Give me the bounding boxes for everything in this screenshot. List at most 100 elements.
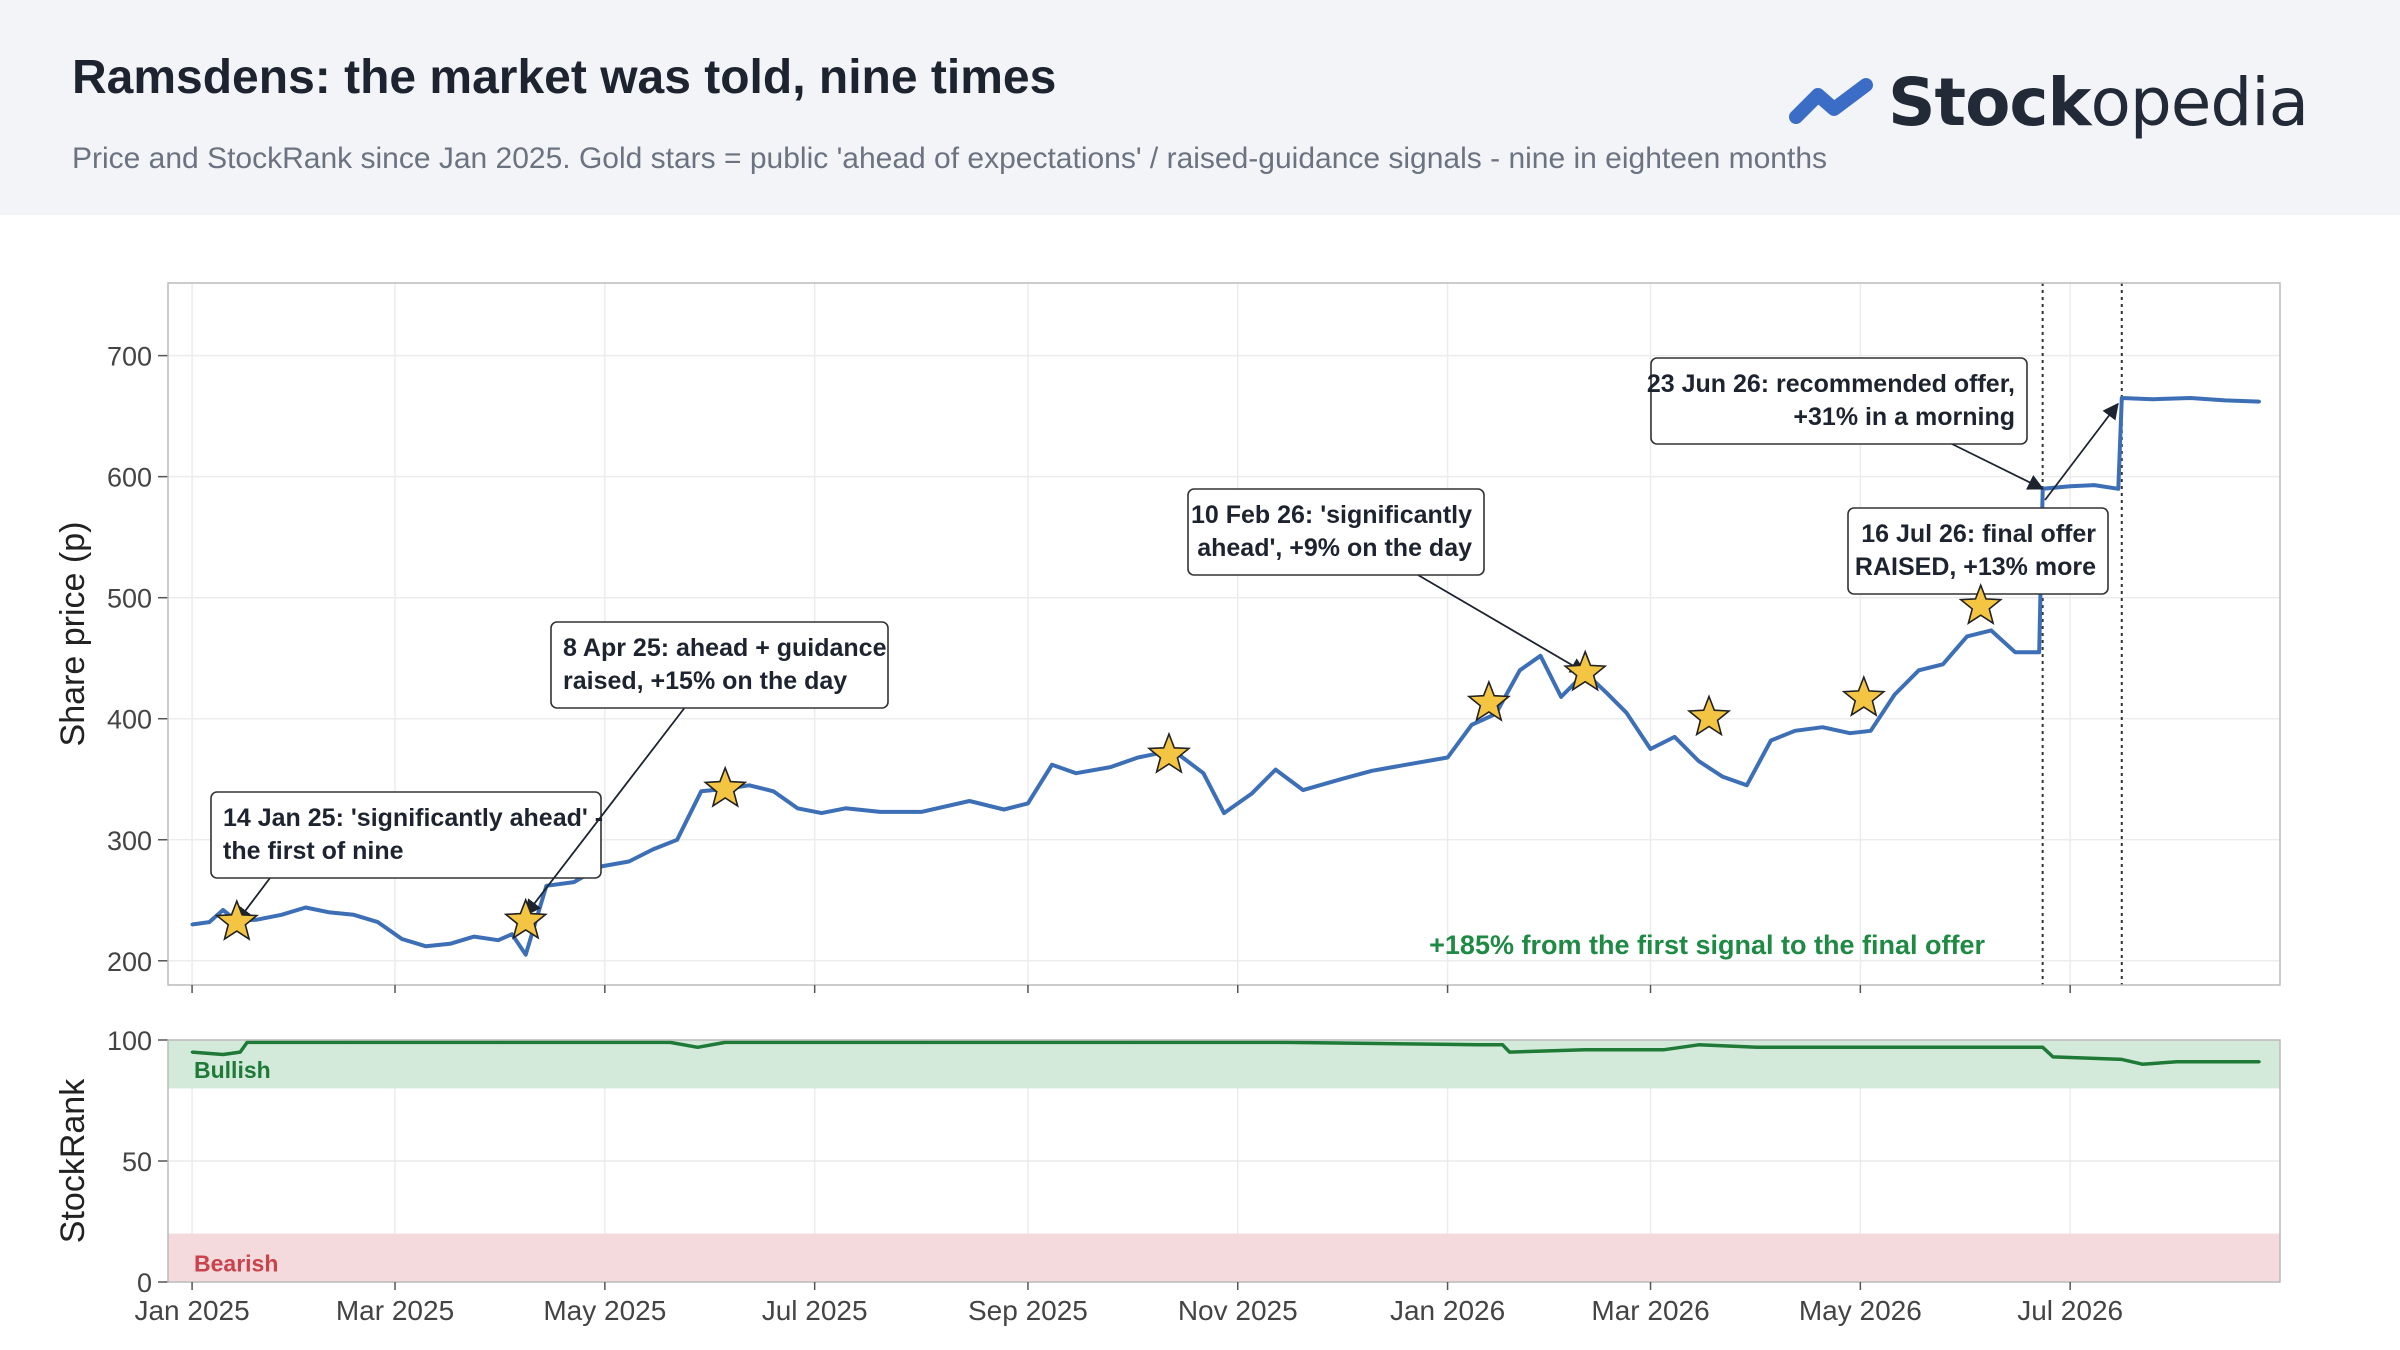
- annotation-box: [1650, 357, 2028, 445]
- share-price-point: [1026, 801, 1030, 806]
- stockrank-point: [238, 1050, 242, 1054]
- share-price-point: [1301, 788, 1305, 792]
- share-price-point: [448, 942, 452, 946]
- share-price-point: [1538, 654, 1543, 658]
- page-title: Ramsdens: the market was told, nine time…: [72, 51, 1057, 104]
- share-price-point: [675, 838, 679, 842]
- share-price-point: [303, 905, 308, 910]
- stockrank-point: [1129, 1041, 1133, 1044]
- page-subtitle: Price and StockRank since Jan 2025. Gold…: [72, 142, 1827, 175]
- share-price-point: [627, 859, 631, 864]
- stockopedia-logo[interactable]: Stockopedia: [1788, 62, 2309, 142]
- annotation-text: +31% in a morning: [1793, 403, 2015, 431]
- share-price-point: [2120, 396, 2124, 400]
- price-y-tick-label: 400: [107, 705, 152, 735]
- stockrank-point: [190, 1050, 194, 1054]
- share-price-point: [1820, 725, 1825, 729]
- stockrank-y-tick-label: 100: [107, 1026, 152, 1056]
- share-price-point: [1769, 738, 1773, 743]
- stockrank-point: [1477, 1043, 1480, 1047]
- share-price-point: [1050, 763, 1054, 767]
- stockrank-point: [1501, 1043, 1505, 1047]
- share-price-point: [1721, 775, 1725, 779]
- signal-star-marker: [503, 897, 548, 940]
- stockrank-point: [723, 1041, 727, 1044]
- date-axis: Jan 2025 Mar 2025 May 2025 Jul 2025 Sep 2025…: [134, 985, 2123, 1326]
- share-price-point: [472, 934, 476, 939]
- share-price-point: [2068, 484, 2072, 488]
- stockrank-panel: Bullish Bearish 0 50 100 StockRank: [54, 1026, 2281, 1298]
- price-y-tick-label: 500: [107, 584, 152, 614]
- stockrank-point: [221, 1053, 225, 1056]
- share-price-point: [279, 913, 284, 917]
- stockrank-point: [1662, 1048, 1666, 1052]
- signal-star-marker: [703, 765, 748, 808]
- share-price-point: [2257, 400, 2261, 404]
- share-price-point: [2013, 650, 2017, 654]
- share-price-point: [2188, 396, 2193, 400]
- price-y-tick-label: 200: [107, 947, 152, 977]
- annotation-text: 8 Apr 25: ahead + guidance: [563, 634, 887, 662]
- annotation-arrow: [1417, 574, 1587, 674]
- signal-star-marker: [1686, 694, 1732, 737]
- share-price-point: [771, 789, 775, 793]
- stockrank-plot-frame: [167, 1039, 2281, 1283]
- share-price-point: [1941, 662, 1945, 666]
- date-x-tick-label: May 2026: [1799, 1295, 1922, 1326]
- share-price-point: [1136, 755, 1140, 760]
- date-x-tick-label: Nov 2025: [1178, 1295, 1298, 1326]
- annotation-box: [550, 621, 889, 709]
- share-price-point: [1404, 763, 1408, 767]
- price-panel: 200 300 400 500 600 700 Share price (p) 14 Jan …: [54, 282, 2281, 986]
- price-y-axis-label: Share price (p): [54, 522, 92, 747]
- stockrank-point: [2257, 1060, 2261, 1064]
- date-x-tick-label: Jul 2026: [2017, 1295, 2123, 1326]
- price-y-tick-label: 600: [107, 463, 152, 493]
- stockrank-point: [1284, 1041, 1288, 1044]
- stockrank-point: [696, 1045, 700, 1049]
- share-price-point: [1339, 777, 1343, 781]
- price-plot-frame: [167, 282, 2281, 986]
- share-price-point: [844, 806, 848, 810]
- annotation-text: 14 Jan 25: 'significantly ahead' -: [223, 804, 603, 832]
- share-price-point: [1222, 811, 1226, 815]
- gain-callout: +185% from the first signal to the final…: [1429, 930, 1985, 960]
- share-price-point: [1445, 755, 1450, 760]
- share-price-point: [967, 799, 972, 803]
- share-price-point: [2151, 397, 2155, 401]
- share-price-point: [819, 811, 824, 815]
- share-price-point: [328, 910, 332, 914]
- annotation-arrow: [524, 705, 687, 917]
- share-price-point: [747, 783, 751, 787]
- share-price-point: [1793, 729, 1797, 733]
- date-x-tick-label: Jan 2026: [1390, 1295, 1505, 1326]
- signal-star-marker: [1841, 674, 1886, 717]
- stockrank-band-bearish: [168, 1233, 2280, 1282]
- share-price-point: [1673, 735, 1677, 739]
- signal-star-marker: [1563, 649, 1608, 692]
- stockrank-point: [500, 1041, 504, 1044]
- stockrank-point: [2175, 1060, 2179, 1064]
- share-price-point: [2092, 483, 2096, 487]
- annotation-text: raised, +15% on the day: [563, 667, 847, 695]
- share-price-point: [1604, 690, 1608, 694]
- annotation-box: [1187, 488, 1485, 576]
- annotation-text: the first of nine: [223, 837, 404, 865]
- date-x-tick-label: Sep 2025: [968, 1295, 1088, 1326]
- stockrank-point: [1965, 1045, 1969, 1049]
- share-price-point: [524, 953, 528, 957]
- share-price-point: [2223, 398, 2227, 403]
- share-price-line: [191, 396, 2260, 957]
- share-price-point: [1559, 695, 1563, 699]
- share-price-point: [699, 789, 703, 793]
- share-price-point: [424, 944, 428, 948]
- stockrank-point: [345, 1041, 349, 1044]
- stockrank-point: [245, 1041, 249, 1044]
- share-price-point: [651, 847, 655, 852]
- brand-name-bold: Stock: [1888, 63, 2091, 141]
- signal-star-marker: [1146, 731, 1192, 774]
- stockrank-point: [2141, 1062, 2144, 1066]
- share-price-point: [221, 908, 225, 912]
- share-price-point: [1273, 767, 1278, 772]
